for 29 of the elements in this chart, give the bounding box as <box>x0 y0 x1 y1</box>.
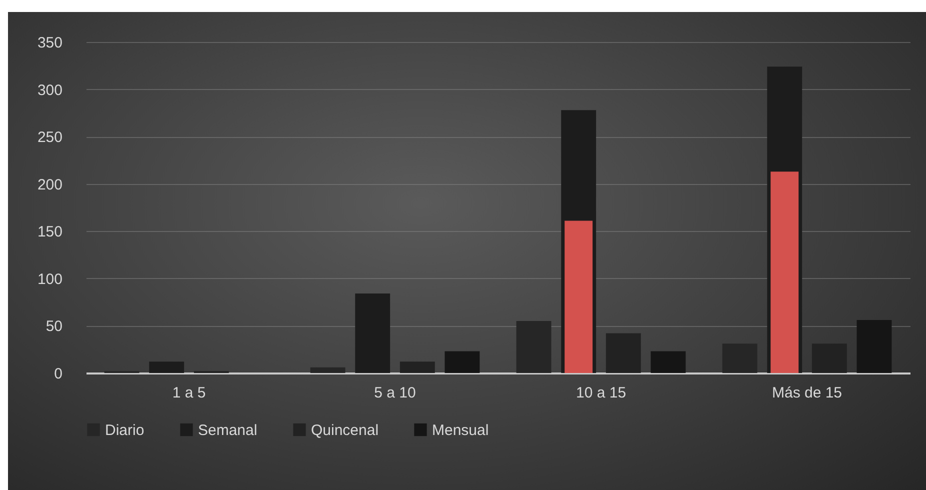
bar <box>149 362 184 373</box>
x-tick-label: 5 a 10 <box>374 384 416 402</box>
y-tick-label: 350 <box>37 34 62 52</box>
bar <box>722 344 758 373</box>
bar <box>310 367 346 373</box>
legend-label: Quincenal <box>311 422 379 439</box>
bar <box>650 351 686 373</box>
bar <box>444 351 480 373</box>
legend-label: Diario <box>105 422 144 439</box>
legend-label: Mensual <box>432 422 489 439</box>
legend-label: Semanal <box>198 422 258 439</box>
bar <box>606 333 641 373</box>
y-tick-label: 300 <box>37 82 62 99</box>
bar <box>355 294 390 373</box>
y-tick-label: 250 <box>37 129 62 146</box>
y-tick-label: 0 <box>54 366 62 382</box>
y-tick-label: 150 <box>37 224 62 241</box>
bar <box>564 220 593 373</box>
bar <box>770 172 799 373</box>
x-tick-label: 10 a 15 <box>576 384 626 402</box>
x-tick-label: Más de 15 <box>772 384 842 402</box>
y-tick-label: 200 <box>37 176 62 194</box>
bar <box>856 320 892 373</box>
y-tick-label: 50 <box>46 318 62 336</box>
y-tick-label: 100 <box>37 270 62 288</box>
bar <box>400 362 435 373</box>
x-tick-label: 1 a 5 <box>172 384 206 402</box>
bar <box>516 320 552 373</box>
bar <box>812 344 847 373</box>
